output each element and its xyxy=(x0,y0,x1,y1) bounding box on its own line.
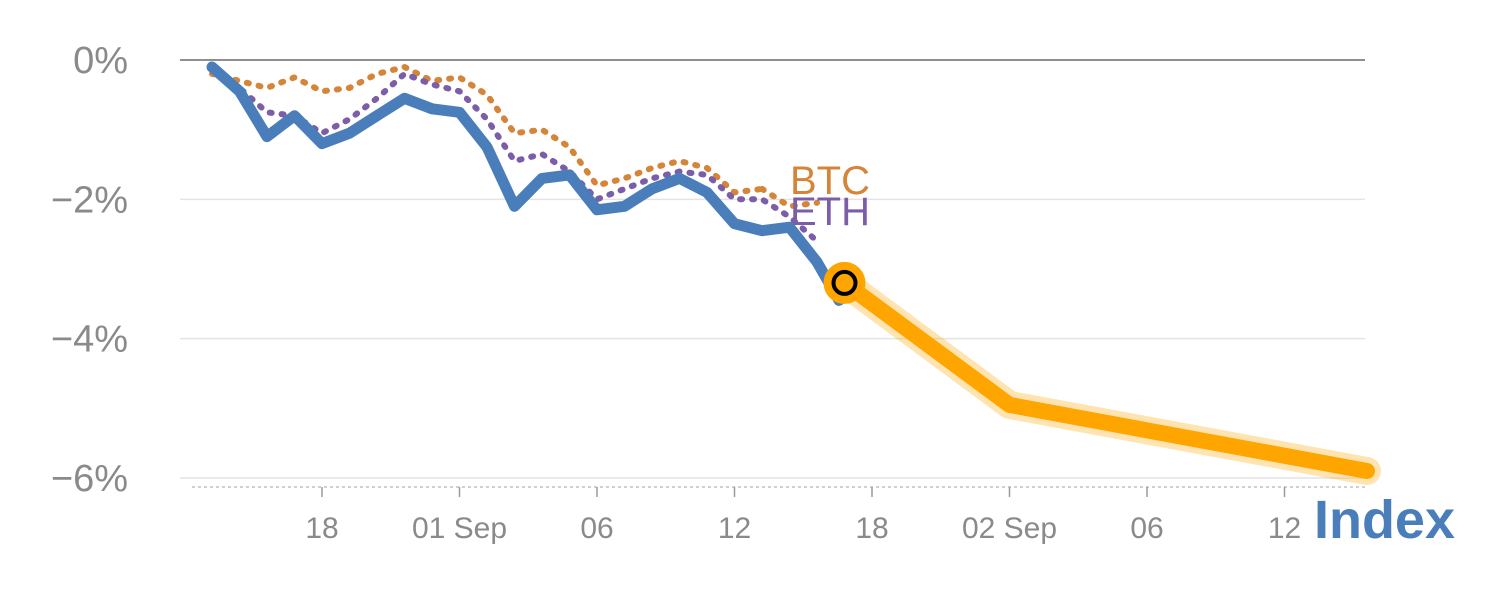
eth-series-label: ETH xyxy=(790,190,870,234)
axes xyxy=(192,486,1365,497)
index-corner-label: Index xyxy=(1314,490,1455,550)
y-tick-label: −4% xyxy=(51,319,128,361)
series-lines xyxy=(206,61,1381,485)
x-tick-label: 01 Sep xyxy=(412,512,507,545)
projection-line xyxy=(836,274,1375,479)
y-tick-labels: 0% −2% −4% −6% xyxy=(51,40,128,500)
marker-ring xyxy=(831,269,858,296)
btc-series-label: BTC xyxy=(790,159,870,203)
projection-line-glow xyxy=(830,268,1381,485)
gridlines xyxy=(180,59,1365,479)
index-line xyxy=(206,61,823,268)
current-value-marker xyxy=(823,261,866,304)
y-tick-label: 0% xyxy=(73,40,128,82)
y-tick-label: −6% xyxy=(51,458,128,500)
x-tick-label: 12 xyxy=(1268,512,1301,545)
x-tick-label: 18 xyxy=(305,512,338,545)
btc-line xyxy=(209,64,765,196)
y-tick-label: −2% xyxy=(51,179,128,221)
x-tick-label: 06 xyxy=(1130,512,1163,545)
x-tick-label: 06 xyxy=(580,512,613,545)
marker-outer xyxy=(823,261,866,304)
btc_tail-line xyxy=(759,185,820,210)
x-tick-label: 18 xyxy=(855,512,888,545)
x-tick-label: 12 xyxy=(718,512,751,545)
x-tick-labels: 18 01 Sep 06 12 18 02 Sep 06 12 xyxy=(305,512,1301,545)
x-tick-label: 02 Sep xyxy=(962,512,1057,545)
